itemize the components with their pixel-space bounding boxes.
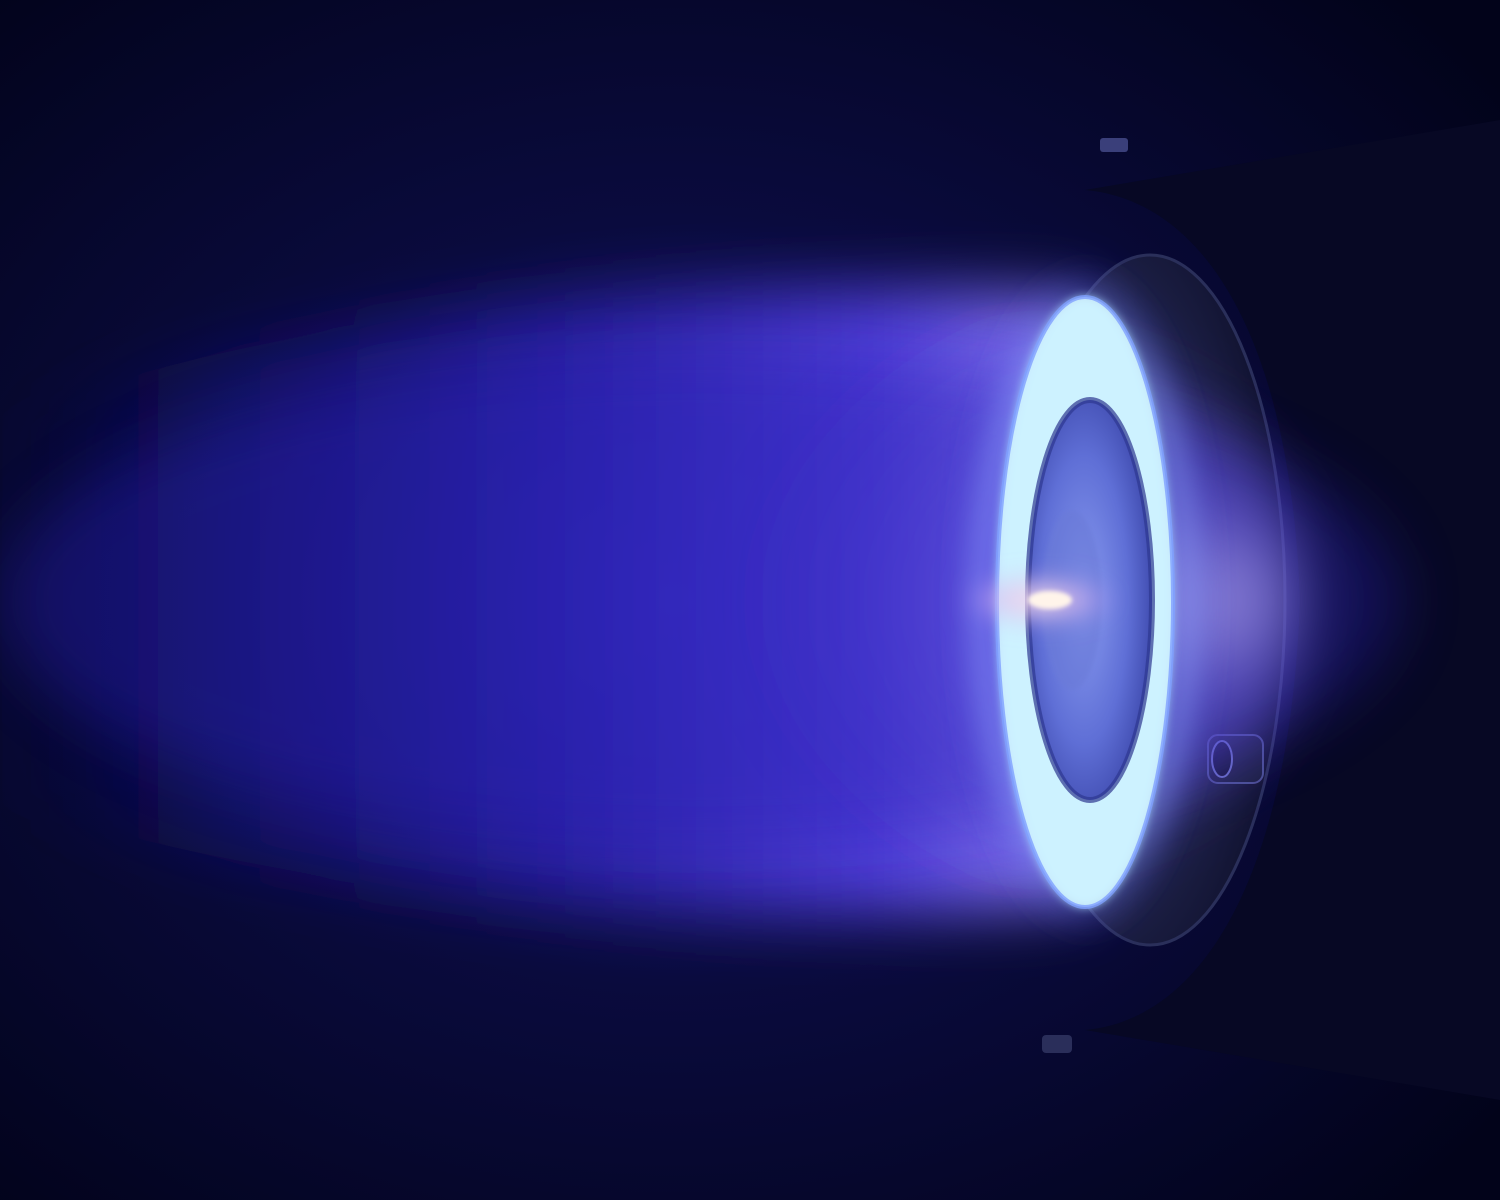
housing-bracket-top (1100, 138, 1128, 152)
housing-bracket-bottom (1042, 1035, 1072, 1053)
cathode-hot-spot (960, 574, 1120, 626)
